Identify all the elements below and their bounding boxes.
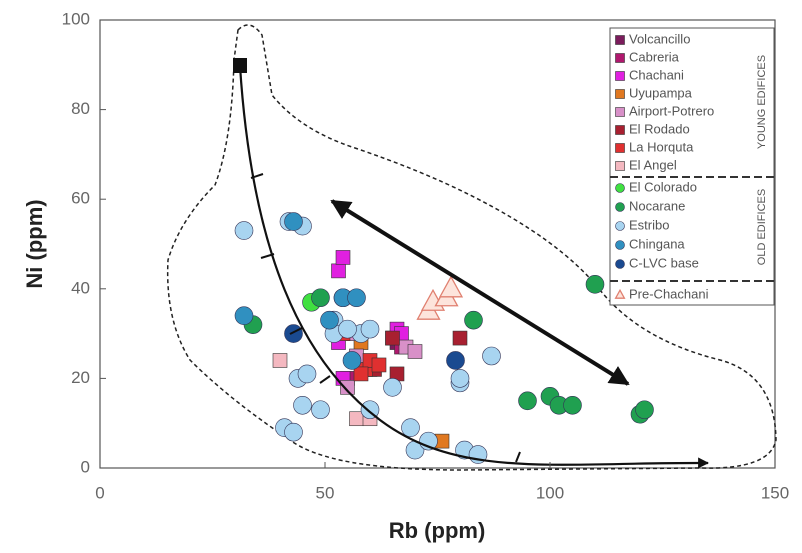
marker — [311, 288, 330, 308]
y-tick-label: 60 — [71, 189, 90, 208]
legend-label: Nocarane — [629, 198, 685, 213]
y-tick-label: 100 — [62, 9, 90, 28]
legend-label: Chachani — [629, 67, 684, 82]
mixing-curve — [238, 65, 710, 469]
marker — [383, 378, 402, 397]
legend-box — [609, 27, 775, 306]
marker — [615, 125, 625, 135]
legend-label: La Horquta — [629, 139, 694, 154]
marker — [614, 288, 626, 299]
marker — [452, 330, 468, 346]
marker — [615, 71, 625, 81]
marker — [234, 306, 254, 325]
legend-label: Uyupampa — [629, 85, 693, 100]
marker — [385, 330, 400, 346]
y-tick-label: 80 — [71, 99, 90, 118]
legend-label: Pre-Chachani — [629, 286, 709, 301]
legend-label: Airport-Potrero — [629, 103, 714, 118]
y-tick-label: 20 — [71, 368, 90, 387]
marker — [342, 351, 362, 370]
legend-label: El Angel — [629, 157, 677, 172]
y-tick-label: 40 — [71, 278, 90, 297]
points — [234, 212, 654, 464]
plot-frame — [99, 19, 776, 469]
y-axis-title: Ni (ppm) — [22, 199, 47, 288]
marker — [272, 353, 288, 368]
marker — [407, 344, 423, 359]
marker — [293, 395, 312, 415]
legend-label: Chingana — [629, 236, 685, 251]
curve-ticks — [250, 173, 521, 463]
marker — [234, 221, 254, 240]
marker — [615, 89, 625, 99]
marker — [347, 288, 366, 308]
x-tick-label: 150 — [761, 483, 789, 502]
x-tick-label: 50 — [316, 483, 335, 502]
marker — [297, 364, 317, 384]
marker — [615, 221, 625, 231]
legend-group-label: YOUNG EDIFICES — [756, 55, 768, 149]
y-tick-label: 0 — [81, 457, 90, 476]
legend-label: Estribo — [629, 217, 669, 232]
marker — [615, 53, 625, 63]
marker — [284, 422, 303, 442]
x-axis-title: Rb (ppm) — [389, 518, 486, 543]
marker — [615, 240, 625, 250]
marker — [371, 357, 387, 373]
marker — [615, 259, 625, 269]
marker — [353, 366, 369, 382]
marker — [450, 369, 470, 388]
x-tick-label: 0 — [95, 483, 104, 502]
marker — [446, 351, 465, 370]
legend-label: C-LVC base — [629, 255, 699, 270]
legend-label: El Colorado — [629, 179, 697, 194]
marker — [335, 250, 351, 265]
marker — [284, 324, 303, 343]
marker — [360, 319, 380, 339]
marker — [401, 418, 420, 437]
marker — [635, 400, 654, 420]
envelope — [166, 24, 777, 471]
marker — [331, 263, 346, 279]
marker — [311, 400, 330, 420]
end-member — [233, 58, 247, 73]
marker — [464, 310, 483, 330]
marker — [284, 212, 303, 231]
marker — [338, 319, 357, 339]
marker — [360, 400, 380, 420]
marker — [585, 275, 605, 294]
marker — [615, 202, 625, 212]
marker — [320, 310, 339, 330]
marker — [518, 391, 537, 411]
legend-label: Cabreria — [629, 49, 680, 64]
marker — [482, 346, 501, 366]
x-tick-label: 100 — [536, 483, 564, 502]
marker — [615, 35, 625, 45]
legend-group-label: OLD EDIFICES — [756, 189, 768, 265]
marker — [615, 143, 625, 153]
marker — [615, 183, 625, 193]
trend-arrow — [330, 199, 630, 386]
marker — [615, 161, 625, 171]
marker — [563, 395, 582, 415]
marker — [349, 411, 364, 427]
marker — [615, 107, 625, 117]
legend-label: Volcancillo — [629, 31, 690, 46]
legend-label: El Rodado — [629, 121, 690, 136]
